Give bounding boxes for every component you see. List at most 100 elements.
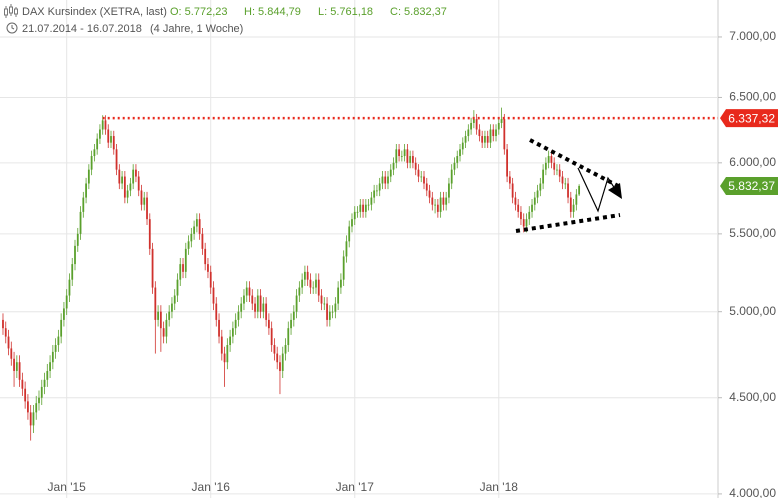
candle-body [323, 303, 326, 305]
y-tick-label: 7.000,00 [729, 29, 776, 43]
candle-body [400, 156, 403, 157]
candle-body [536, 190, 539, 198]
candle-body [171, 303, 173, 312]
triangle-lower-line [515, 213, 621, 233]
candle-body [32, 412, 35, 426]
chart-title: DAX Kursindex (XETRA, last) [22, 6, 167, 18]
x-tick-label: Jan '18 [480, 480, 519, 494]
candle-body [461, 142, 464, 150]
candle-body [387, 176, 389, 184]
candle-body [392, 162, 395, 170]
candle-body [279, 362, 281, 371]
candle-body [326, 303, 328, 320]
candle-body [115, 149, 118, 170]
quote-low: L: 5.761,18 [318, 6, 373, 18]
candle-body [201, 233, 204, 249]
candle-body [132, 169, 135, 184]
candle-body [359, 204, 362, 212]
candle-body [569, 197, 572, 212]
candle-body [118, 169, 121, 184]
period: (4 Jahre, 1 Woche) [150, 23, 243, 35]
candle-body [423, 176, 425, 184]
candle-body [439, 197, 442, 212]
candle-body [2, 319, 4, 329]
candle-body [182, 264, 184, 272]
candle-body [370, 197, 373, 205]
candle-body [157, 311, 159, 320]
y-tick-label: 6.500,00 [729, 90, 776, 104]
candle-body [267, 319, 270, 329]
x-tick-label: Jan '15 [48, 480, 87, 494]
candle-body [470, 122, 472, 130]
candle-body [406, 149, 409, 163]
candle-body [137, 176, 140, 191]
candle-body [331, 311, 334, 313]
y-tick-label: 4.500,00 [729, 390, 776, 404]
candle-body [110, 136, 112, 143]
candle-body [112, 136, 115, 150]
quote-open: O: 5.772,23 [170, 6, 228, 18]
candle-body [10, 348, 13, 359]
candle-body [99, 129, 101, 139]
candle-body [248, 287, 251, 296]
candle-body [49, 362, 51, 371]
candle-body [481, 136, 484, 143]
candle-body [525, 219, 528, 227]
candle-body [517, 204, 520, 212]
candle-body [320, 295, 323, 304]
candle-body [85, 183, 87, 198]
candle-body [193, 226, 196, 234]
candle-body [395, 149, 398, 163]
candle-body [553, 162, 556, 170]
candle-body [21, 379, 24, 389]
candle-body [475, 119, 478, 130]
candle-body [229, 336, 232, 346]
candle-body [162, 328, 165, 337]
candle-body [68, 279, 71, 296]
candle-body [342, 256, 345, 280]
candle-body [520, 211, 522, 220]
candle-body [567, 183, 569, 198]
candle-body [503, 119, 506, 150]
candle-body [389, 169, 392, 177]
candle-body [312, 287, 315, 289]
y-tick-label: 4.000,00 [729, 486, 776, 498]
candle-body [514, 197, 517, 205]
candle-body [123, 176, 126, 198]
candle-body [492, 129, 495, 137]
x-tick-label: Jan '16 [192, 480, 231, 494]
candle-body [126, 190, 129, 198]
y-tick-label: 6.000,00 [729, 155, 776, 169]
y-tick-label: 5.000,00 [729, 304, 776, 318]
candle-body [65, 295, 68, 309]
candle-body [265, 303, 268, 320]
candle-body [381, 176, 384, 184]
clock-hand [11, 25, 15, 30]
candle-body [564, 183, 567, 185]
candle-body [24, 388, 27, 402]
candle-body [204, 248, 207, 265]
candles [2, 107, 581, 441]
candle-body [412, 156, 414, 163]
candle-body [209, 271, 212, 288]
candle-body [143, 197, 146, 205]
candle-body [508, 176, 511, 184]
price-label-box [720, 176, 778, 195]
candle-body [154, 287, 157, 320]
candle-body [223, 353, 226, 363]
candle-body [348, 226, 351, 242]
candle-body [18, 362, 21, 380]
candle-body [27, 401, 29, 413]
candle-body [295, 295, 298, 312]
candle-body [13, 358, 15, 371]
candle-body [306, 271, 309, 280]
price-label: 5.832,37 [728, 179, 775, 193]
candle-body [434, 204, 436, 206]
candle-body [96, 138, 99, 150]
candle-body [215, 303, 218, 320]
candle-body [484, 136, 486, 143]
candle-body [104, 120, 107, 130]
candle-body [29, 412, 32, 426]
candle-body [121, 176, 123, 184]
y-tick-label: 5.500,00 [729, 226, 776, 240]
